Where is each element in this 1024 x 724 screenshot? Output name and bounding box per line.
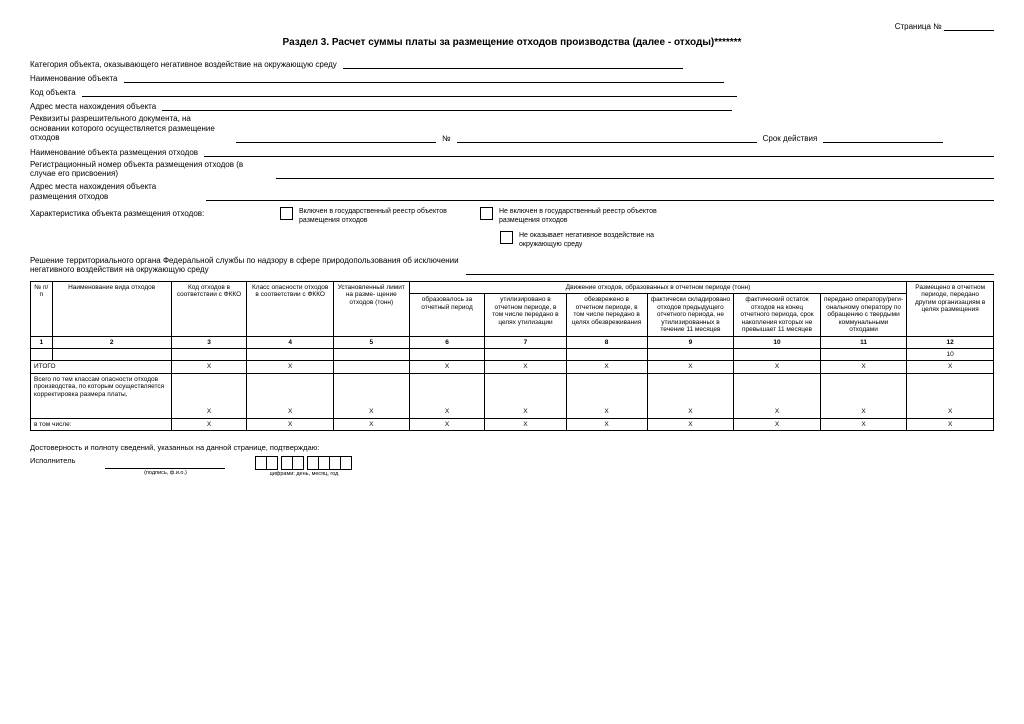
field-category: Категория объекта, оказывающего негативн… [30, 58, 994, 69]
checkbox-no-impact[interactable]: Не оказывает негативное воздействие на о… [500, 231, 680, 249]
executor-label: Исполнитель [30, 456, 75, 465]
field-address: Адрес места нахождения объекта [30, 100, 994, 111]
characteristic-row: Характеристика объекта размещения отходо… [30, 207, 994, 225]
footer: Достоверность и полноту сведений, указан… [30, 443, 994, 477]
field-reg-num: Регистрационный номер объекта размещения… [30, 160, 994, 179]
row-vtom: в том числе: XX XX XX XX XX [31, 418, 994, 430]
field-name: Наименование объекта [30, 72, 994, 83]
checkbox-included[interactable]: Включен в государственный реестр объекто… [280, 207, 460, 225]
row-vsego: Всего по тем классам опасности отходов п… [31, 373, 994, 418]
field-permit: Реквизиты разрешительного документа, на … [30, 114, 994, 143]
section-title: Раздел 3. Расчет суммы платы за размещен… [30, 37, 994, 48]
data-row-blank: 10 [31, 349, 994, 361]
signature-block: (подпись, ф.и.о.) [105, 456, 225, 476]
checkbox-no-impact-row: Не оказывает негативное воздействие на о… [500, 231, 994, 249]
field-disp-addr: Адрес места нахождения объекта размещени… [30, 182, 994, 201]
calculation-table: № п/п Наименование вида отходов Код отхо… [30, 281, 994, 432]
checkbox-not-included[interactable]: Не включен в государственный реестр объе… [480, 207, 660, 225]
field-disp-name: Наименование объекта размещения отходов [30, 146, 994, 157]
column-number-row: 1 2 3 4 5 6 7 8 9 10 11 12 [31, 336, 994, 348]
row-itogo: ИТОГО XX XXX XXX X [31, 361, 994, 373]
field-decision: Решение территориального органа Федераль… [30, 256, 994, 275]
date-block: цифрами: день, месяц, год [255, 456, 352, 477]
page-number: Страница № [30, 20, 994, 31]
field-code: Код объекта [30, 86, 994, 97]
